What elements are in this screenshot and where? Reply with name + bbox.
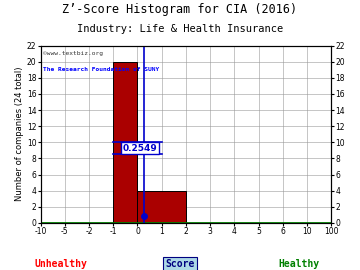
Text: 0.2549: 0.2549 — [122, 144, 157, 153]
Bar — [113, 62, 138, 223]
Text: Healthy: Healthy — [278, 259, 319, 269]
Text: Score: Score — [165, 259, 195, 269]
Bar — [138, 191, 186, 223]
Text: Z’-Score Histogram for CIA (2016): Z’-Score Histogram for CIA (2016) — [62, 3, 298, 16]
Y-axis label: Number of companies (24 total): Number of companies (24 total) — [15, 67, 24, 201]
Text: The Research Foundation of SUNY: The Research Foundation of SUNY — [44, 67, 160, 72]
Text: Unhealthy: Unhealthy — [35, 259, 87, 269]
Text: Industry: Life & Health Insurance: Industry: Life & Health Insurance — [77, 24, 283, 34]
Text: ©www.textbiz.org: ©www.textbiz.org — [44, 51, 103, 56]
